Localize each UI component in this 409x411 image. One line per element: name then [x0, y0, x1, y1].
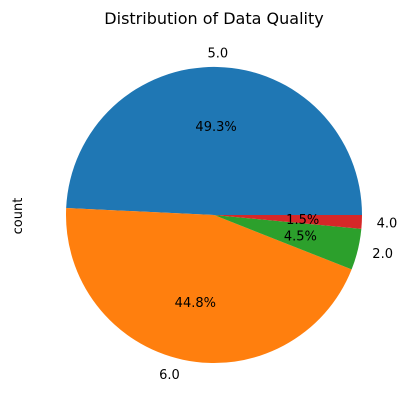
slice-percent-4-0: 1.5%: [286, 213, 319, 228]
slice-label-6-0: 6.0: [159, 368, 180, 383]
pie-slice-4-0: [214, 215, 362, 229]
chart-title: Distribution of Data Quality: [104, 9, 323, 28]
slice-percent-6-0: 44.8%: [175, 296, 216, 311]
y-axis-label: count: [11, 198, 26, 235]
pie-labels: 5.0 49.3% 6.0 44.8% 2.0 4.5% 4.0 1.5%: [159, 46, 397, 383]
slice-percent-5-0: 49.3%: [195, 120, 236, 135]
slice-label-2-0: 2.0: [372, 247, 393, 262]
slice-label-5-0: 5.0: [207, 46, 228, 61]
pie-slice-5-0: [66, 66, 363, 215]
pie-slices: [65, 66, 363, 364]
slice-percent-2-0: 4.5%: [284, 230, 317, 245]
pie-slice-2-0: [214, 215, 362, 270]
slice-label-4-0: 4.0: [377, 217, 398, 232]
pie-slice-6-0: [65, 208, 352, 364]
